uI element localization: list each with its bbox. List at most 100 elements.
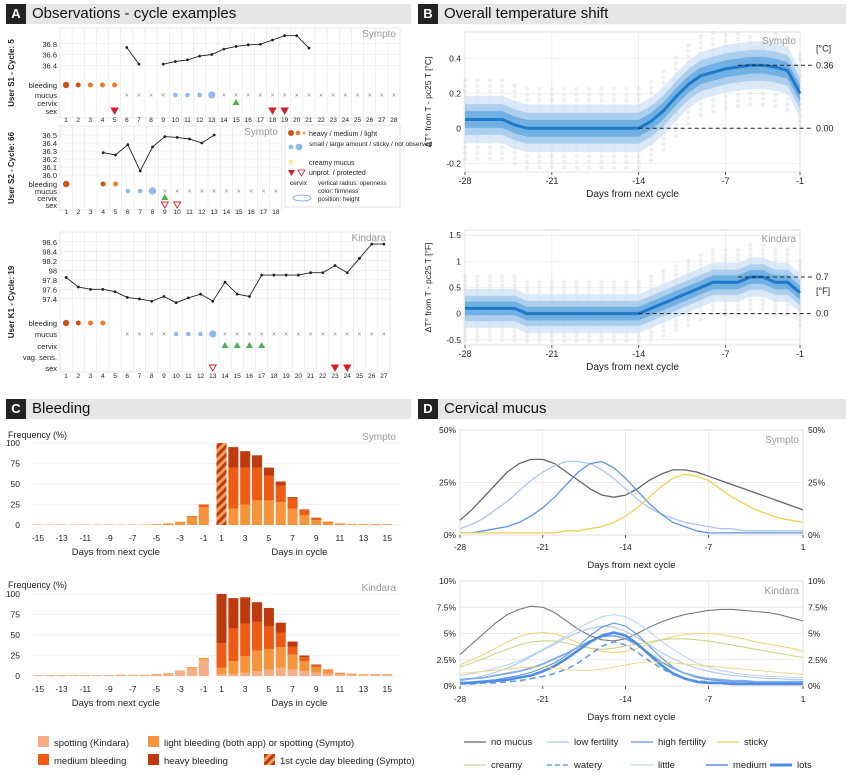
sex-mark [342, 364, 352, 372]
day-tick-label: 18 [269, 117, 277, 124]
x-axis-label-right: Days in cycle [271, 698, 327, 709]
scatter-point [599, 283, 604, 289]
mucus-not-observed: × [343, 93, 347, 100]
y-tick-label-right: 5% [808, 629, 821, 639]
scatter-point [512, 156, 517, 161]
scatter-point [698, 101, 703, 106]
scatter-point [586, 339, 592, 344]
panel-b-title: Overall temperature shift [444, 5, 609, 22]
scatter-point [748, 247, 753, 252]
scatter-point [624, 334, 629, 339]
scatter-point [797, 318, 803, 323]
scatter-point [698, 253, 703, 258]
scatter-point [760, 91, 765, 96]
scatter-point [500, 78, 505, 83]
day-tick-label: 14 [221, 373, 229, 380]
temperature-point [272, 273, 276, 277]
y-tick-label-left: 5% [444, 629, 457, 639]
temperature-point [125, 296, 129, 299]
after-bar-spotting [275, 667, 286, 676]
source-label: Sympto [362, 29, 396, 40]
temperature-point [211, 299, 215, 303]
scatter-point [562, 288, 567, 293]
temp-tick-label: 36.5 [42, 131, 57, 140]
scatter-point [735, 303, 741, 308]
after-bar-heavy [263, 607, 274, 626]
series-line-no-mucus [459, 458, 804, 521]
reference-label: 0.0 [816, 309, 829, 319]
scatter-point [748, 297, 753, 303]
day-tick-label: 12 [198, 209, 206, 216]
x-tick-label: -14 [632, 176, 645, 186]
scatter-point [698, 317, 703, 322]
mucus-mark [173, 331, 179, 337]
scatter-point [673, 122, 679, 127]
scatter-point [475, 150, 480, 156]
scatter-point [661, 147, 666, 153]
scatter-point [549, 334, 555, 339]
y-tick-label: 50 [11, 479, 21, 489]
scatter-point [648, 147, 654, 152]
scatter-point [710, 103, 716, 109]
scatter-point [487, 329, 493, 334]
scatter-point [574, 288, 579, 293]
y-axis-label: Frequency (%) [8, 430, 67, 440]
day-tick-label: 2 [77, 373, 81, 380]
sex-mark [160, 201, 170, 209]
scatter-point [462, 156, 468, 161]
legend-cervix-openness: vertical radius: openness [318, 180, 386, 187]
scatter-point [772, 36, 778, 42]
scatter-point [735, 36, 741, 42]
series-line-low-fertility [459, 460, 803, 532]
x-axis-label-left: Days from next cycle [72, 547, 160, 558]
day-tick-label: 22 [319, 373, 327, 380]
scatter-point [710, 257, 716, 262]
y-tick-label: 0 [15, 520, 20, 530]
temp-tick-label: 98.2 [42, 257, 57, 266]
temperature-point [150, 299, 154, 303]
mucus-mark [208, 91, 216, 99]
series-line-low-fertility [459, 625, 803, 682]
scatter-point [562, 159, 567, 165]
scatter-point [512, 150, 517, 155]
bleeding-mark [62, 319, 70, 327]
series-line-sticky [459, 631, 804, 666]
temperature-point [198, 54, 202, 58]
x-tick-label-right: 11 [335, 684, 344, 694]
mucus-not-observed: × [270, 93, 274, 100]
legend-label: high fertility [658, 737, 706, 748]
bleeding-mark [88, 320, 94, 326]
temperature-point [151, 145, 154, 149]
y-tick-label-left: 2.5% [437, 655, 457, 665]
day-tick-label: 15 [232, 117, 240, 124]
scatter-point [710, 247, 716, 253]
scatter-point [537, 98, 542, 103]
scatter-point [599, 279, 604, 284]
scatter-point [574, 154, 579, 159]
mucus-not-observed: × [163, 189, 167, 196]
y-tick-label: 0 [456, 123, 461, 133]
scatter-point [748, 91, 753, 96]
scatter-point [636, 334, 641, 339]
day-tick-label: 5 [114, 209, 118, 216]
legend-swatch [38, 736, 49, 747]
after-bar-light [346, 673, 357, 675]
scatter-point [487, 145, 493, 150]
row-label: cervix [37, 194, 57, 203]
panel-d-header: D Cervical mucus [418, 399, 846, 419]
day-tick-label: 9 [163, 209, 167, 216]
day-tick-label: 9 [162, 373, 166, 380]
scatter-point [723, 257, 728, 262]
x-tick-label: -28 [458, 176, 471, 186]
legend-creamy-label: creamy mucus [309, 160, 355, 167]
panel-b-letter: B [418, 4, 438, 24]
after-bar-medium [228, 467, 239, 509]
after-bar-medium [252, 467, 263, 501]
reference-label: 0.36 [816, 60, 834, 70]
scatter-point [648, 333, 654, 339]
bleeding-mark [100, 82, 105, 88]
day-tick-label: 17 [257, 117, 265, 124]
day-tick-label: 16 [248, 209, 256, 216]
scatter-point [723, 105, 728, 111]
scatter-point [785, 257, 790, 262]
